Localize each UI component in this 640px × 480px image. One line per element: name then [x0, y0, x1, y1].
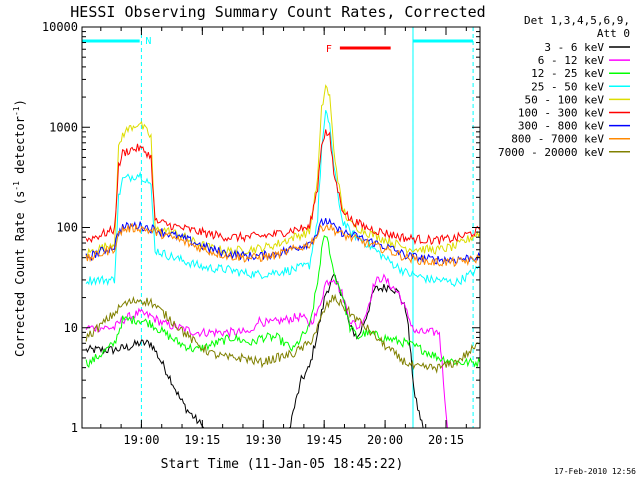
series-line-5 [85, 129, 481, 246]
y-tick-label-3: 1000 [49, 120, 78, 134]
y-axis-label-end: ) [13, 99, 27, 106]
legend-label-0: 3 - 6 keV [544, 41, 604, 54]
y-tick-label-1: 10 [64, 321, 78, 335]
y-axis-label-main: Corrected Count Rate (s [13, 191, 27, 357]
annotation-layer: NF [82, 27, 474, 428]
legend-label-1: 6 - 12 keV [538, 54, 605, 67]
flare-label: F [326, 44, 332, 55]
timestamp: 17-Feb-2010 12:56 [554, 467, 636, 476]
x-tick-label-5: 20:15 [428, 433, 464, 447]
series-layer [85, 84, 481, 429]
series-line-6 [85, 217, 481, 265]
legend-label-5: 100 - 300 keV [518, 107, 604, 120]
x-tick-label-0: 19:00 [123, 433, 159, 447]
series-line-3 [85, 110, 481, 288]
x-axis: 19:00 19:15 19:30 19:45 20:00 20:15 [100, 27, 467, 447]
y-axis-label-mid: detector [13, 116, 27, 181]
x-tick-label-4: 20:00 [367, 433, 403, 447]
legend-label-3: 25 - 50 keV [531, 80, 604, 93]
legend-label-7: 800 - 7000 keV [511, 133, 604, 146]
legend-label-2: 12 - 25 keV [531, 67, 604, 80]
x-tick-label-1: 19:15 [184, 433, 220, 447]
y-axis-label-sup2: -1 [12, 106, 21, 116]
x-tick-label-2: 19:30 [245, 433, 281, 447]
chart-title: HESSI Observing Summary Count Rates, Cor… [70, 3, 485, 21]
series-line-4 [85, 84, 481, 258]
legend-label-8: 7000 - 20000 keV [498, 146, 604, 159]
series-line-2 [85, 235, 481, 369]
legend-label-6: 300 - 800 keV [518, 120, 604, 133]
series-line-1 [85, 273, 480, 429]
legend-label-4: 50 - 100 keV [525, 93, 605, 106]
y-tick-label-4: 10000 [42, 20, 78, 34]
y-tick-label-0: 1 [71, 421, 78, 435]
y-axis-label: Corrected Count Rate (s-1 detector-1) [12, 99, 27, 357]
y-axis: 1 10 100 1000 10000 [42, 20, 480, 435]
x-axis-label: Start Time (11-Jan-05 18:45:22) [161, 457, 404, 472]
legend-header-1: Det 1,3,4,5,6,9, [524, 14, 630, 27]
y-axis-label-sup1: -1 [12, 181, 21, 191]
night-label: N [145, 36, 151, 47]
y-tick-label-2: 100 [56, 221, 78, 235]
series-line-7 [85, 222, 481, 268]
legend-header-2: Att 0 [597, 27, 630, 40]
series-line-8 [85, 293, 481, 374]
x-tick-label-3: 19:45 [306, 433, 342, 447]
